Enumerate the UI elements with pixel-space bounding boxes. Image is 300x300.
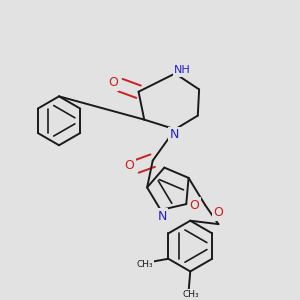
Text: O: O [190, 199, 200, 212]
Text: O: O [108, 76, 118, 89]
Text: O: O [213, 206, 223, 219]
Text: N: N [170, 128, 179, 141]
Text: CH₃: CH₃ [183, 290, 200, 299]
Text: N: N [158, 210, 167, 223]
Text: NH: NH [174, 65, 191, 75]
Text: O: O [124, 159, 134, 172]
Text: CH₃: CH₃ [136, 260, 153, 269]
